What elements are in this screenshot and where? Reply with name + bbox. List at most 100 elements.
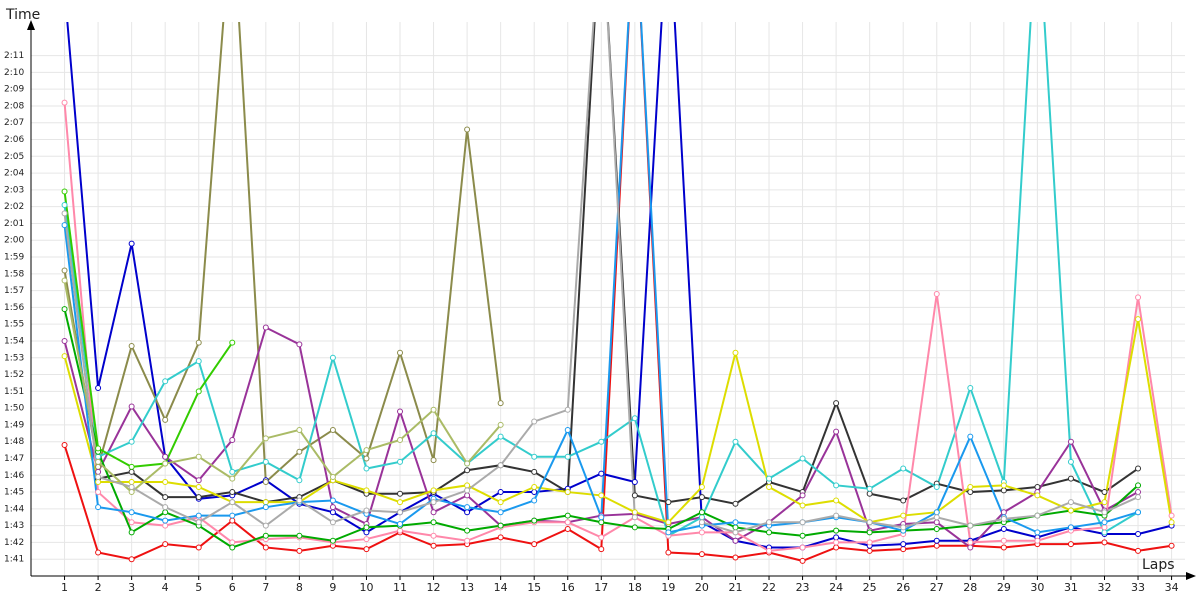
point xyxy=(564,453,571,460)
series-line xyxy=(63,22,1139,534)
point xyxy=(262,324,269,331)
x-tick-label: 1 xyxy=(61,581,68,594)
point xyxy=(1034,537,1041,544)
point xyxy=(262,499,269,506)
point xyxy=(900,465,907,472)
point xyxy=(531,418,538,425)
x-tick-label: 21 xyxy=(728,581,742,594)
point xyxy=(262,458,269,465)
point xyxy=(497,499,504,506)
point xyxy=(128,438,135,445)
point xyxy=(698,514,705,521)
y-tick-label: 2:06 xyxy=(4,135,24,145)
point xyxy=(329,426,336,433)
y-tick-label: 1:43 xyxy=(4,521,24,531)
point xyxy=(631,415,638,422)
point xyxy=(598,492,605,499)
point xyxy=(967,484,974,491)
point xyxy=(162,453,169,460)
point xyxy=(397,437,404,444)
point xyxy=(95,445,102,452)
x-tick-label: 32 xyxy=(1097,581,1111,594)
point xyxy=(631,524,638,531)
point xyxy=(1101,539,1108,546)
point xyxy=(61,306,68,313)
y-tick-label: 1:53 xyxy=(4,353,24,363)
point xyxy=(1135,494,1142,501)
y-tick-label: 1:48 xyxy=(4,437,24,447)
x-axis-title: Laps xyxy=(1142,557,1175,573)
x-tick-label: 31 xyxy=(1064,581,1078,594)
point xyxy=(933,525,940,532)
x-tick-label: 28 xyxy=(963,581,977,594)
point xyxy=(1067,475,1074,482)
x-tick-label: 13 xyxy=(460,581,474,594)
x-tick-label: 29 xyxy=(997,581,1011,594)
x-tick-label: 9 xyxy=(329,581,336,594)
point xyxy=(665,519,672,526)
point xyxy=(732,554,739,561)
x-tick-label: 15 xyxy=(527,581,541,594)
point xyxy=(397,458,404,465)
point xyxy=(799,492,806,499)
point xyxy=(799,544,806,551)
series-line xyxy=(63,22,502,485)
point xyxy=(833,497,840,504)
point xyxy=(329,497,336,504)
point xyxy=(967,384,974,391)
point xyxy=(766,529,773,536)
y-tick-label: 1:45 xyxy=(4,488,24,498)
point xyxy=(363,447,370,454)
point xyxy=(1135,509,1142,516)
point xyxy=(195,484,202,491)
x-tick-label: 8 xyxy=(296,581,303,594)
point xyxy=(1168,519,1175,526)
point xyxy=(933,537,940,544)
point xyxy=(833,527,840,534)
x-tick-label: 30 xyxy=(1030,581,1044,594)
y-tick-label: 1:58 xyxy=(4,269,24,279)
y-tick-label: 2:02 xyxy=(4,202,24,212)
series-line xyxy=(66,22,1172,549)
point xyxy=(1135,547,1142,554)
point xyxy=(598,519,605,526)
point xyxy=(799,502,806,509)
point xyxy=(1135,294,1142,301)
point xyxy=(95,549,102,556)
x-axis-arrow xyxy=(1186,572,1196,580)
y-tick-label: 1:41 xyxy=(4,555,24,565)
point xyxy=(195,512,202,519)
x-tick-label: 3 xyxy=(128,581,135,594)
point xyxy=(95,458,102,465)
point xyxy=(262,504,269,511)
x-tick-label: 17 xyxy=(594,581,608,594)
point xyxy=(229,339,236,346)
x-tick-label: 23 xyxy=(796,581,810,594)
point xyxy=(766,519,773,526)
series-line xyxy=(63,280,502,494)
point xyxy=(866,519,873,526)
y-tick-label: 1:42 xyxy=(4,538,24,548)
point xyxy=(766,484,773,491)
point xyxy=(464,492,471,499)
point xyxy=(531,517,538,524)
point xyxy=(296,477,303,484)
series-line xyxy=(63,191,234,468)
point xyxy=(363,536,370,543)
point xyxy=(430,542,437,549)
point xyxy=(128,468,135,475)
y-tick-label: 1:46 xyxy=(4,471,24,481)
x-tick-label: 22 xyxy=(762,581,776,594)
point xyxy=(262,544,269,551)
point xyxy=(1067,438,1074,445)
x-tick-label: 19 xyxy=(661,581,675,594)
point xyxy=(61,99,68,106)
point xyxy=(631,478,638,485)
point xyxy=(1034,529,1041,536)
y-tick-label: 1:50 xyxy=(4,404,24,414)
point xyxy=(1067,541,1074,548)
point xyxy=(1101,524,1108,531)
point xyxy=(128,484,135,491)
point xyxy=(397,520,404,527)
point xyxy=(397,408,404,415)
